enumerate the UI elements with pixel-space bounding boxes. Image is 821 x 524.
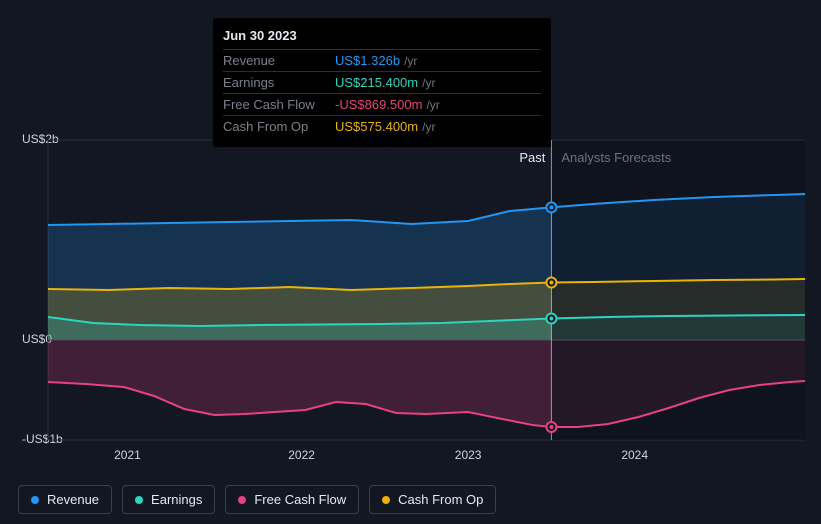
series-marker-dot <box>549 317 553 321</box>
tooltip-row: EarningsUS$215.400m/yr <box>223 71 541 93</box>
financial-chart: Jun 30 2023 RevenueUS$1.326b/yrEarningsU… <box>0 0 821 524</box>
tooltip-row-value: US$575.400m <box>335 119 418 134</box>
tooltip-row-label: Cash From Op <box>223 119 335 134</box>
tooltip-row-suffix: /yr <box>422 120 435 134</box>
tooltip-row-label: Free Cash Flow <box>223 97 335 112</box>
tooltip-row: Free Cash Flow-US$869.500m/yr <box>223 93 541 115</box>
tooltip-date: Jun 30 2023 <box>223 26 541 49</box>
chart-legend: Revenue Earnings Free Cash Flow Cash From O… <box>18 485 496 514</box>
legend-item-label: Revenue <box>47 492 99 507</box>
tooltip-row-suffix: /yr <box>422 76 435 90</box>
legend-item-label: Free Cash Flow <box>254 492 346 507</box>
tooltip-row: RevenueUS$1.326b/yr <box>223 49 541 71</box>
forecast-shade <box>551 140 805 440</box>
tooltip-row-value: US$1.326b <box>335 53 400 68</box>
legend-item[interactable]: Revenue <box>18 485 112 514</box>
legend-item[interactable]: Cash From Op <box>369 485 496 514</box>
tooltip-row-value: -US$869.500m <box>335 97 422 112</box>
tooltip-row-value: US$215.400m <box>335 75 418 90</box>
series-marker-dot <box>549 425 553 429</box>
legend-dot-icon <box>31 496 39 504</box>
tooltip-row: Cash From OpUS$575.400m/yr <box>223 115 541 137</box>
tooltip-row-label: Earnings <box>223 75 335 90</box>
legend-dot-icon <box>135 496 143 504</box>
tooltip-row-label: Revenue <box>223 53 335 68</box>
tooltip-row-suffix: /yr <box>426 98 439 112</box>
legend-item[interactable]: Earnings <box>122 485 215 514</box>
series-marker-dot <box>549 205 553 209</box>
past-label: Past <box>519 150 545 165</box>
forecast-label: Analysts Forecasts <box>561 150 671 165</box>
legend-item[interactable]: Free Cash Flow <box>225 485 359 514</box>
legend-item-label: Cash From Op <box>398 492 483 507</box>
legend-dot-icon <box>238 496 246 504</box>
series-marker-dot <box>549 281 553 285</box>
chart-tooltip: Jun 30 2023 RevenueUS$1.326b/yrEarningsU… <box>213 18 551 147</box>
legend-item-label: Earnings <box>151 492 202 507</box>
tooltip-row-suffix: /yr <box>404 54 417 68</box>
legend-dot-icon <box>382 496 390 504</box>
